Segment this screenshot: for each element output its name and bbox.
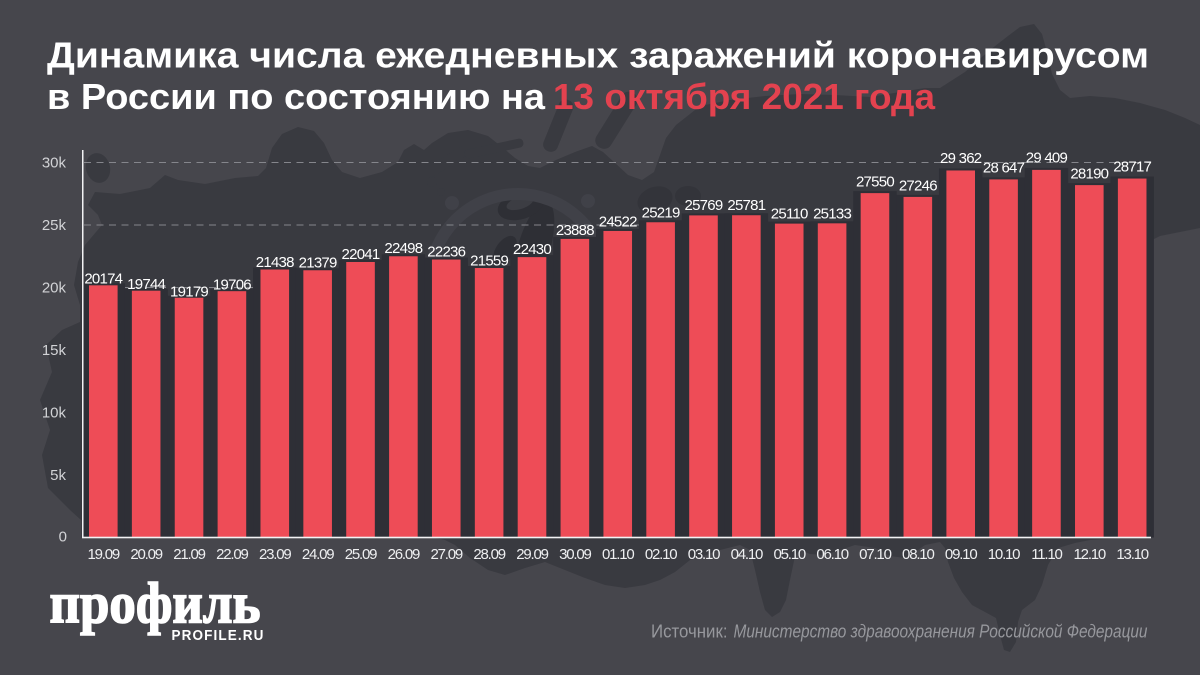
svg-text:20174: 20174 [84, 271, 122, 288]
svg-text:11.10: 11.10 [1031, 546, 1062, 563]
svg-text:04.10: 04.10 [731, 546, 763, 563]
svg-text:28190: 28190 [1070, 165, 1108, 182]
svg-text:25781: 25781 [727, 197, 765, 214]
svg-text:25110: 25110 [771, 206, 808, 223]
svg-text:27.09: 27.09 [430, 546, 462, 563]
svg-text:29 409: 29 409 [1026, 149, 1068, 166]
svg-text:24522: 24522 [599, 213, 637, 230]
svg-text:20.09: 20.09 [130, 546, 162, 563]
svg-text:19706: 19706 [213, 277, 251, 294]
svg-text:25219: 25219 [642, 204, 680, 221]
svg-text:19.09: 19.09 [88, 546, 120, 563]
svg-text:03.10: 03.10 [688, 546, 720, 563]
svg-text:28717: 28717 [1113, 158, 1151, 175]
svg-text:01.10: 01.10 [602, 546, 634, 563]
svg-text:Источник:: Источник: [651, 621, 728, 642]
svg-text:28 647: 28 647 [983, 159, 1025, 176]
svg-text:02.10: 02.10 [645, 546, 677, 563]
svg-text:21.09: 21.09 [173, 546, 205, 563]
svg-text:29 362: 29 362 [940, 150, 982, 167]
svg-text:22236: 22236 [427, 243, 465, 260]
svg-text:15k: 15k [42, 342, 67, 359]
svg-text:29.09: 29.09 [516, 546, 548, 563]
svg-text:08.10: 08.10 [902, 546, 934, 563]
svg-text:0: 0 [59, 529, 67, 546]
svg-text:21379: 21379 [299, 255, 337, 272]
svg-text:27550: 27550 [856, 174, 894, 191]
svg-text:5k: 5k [50, 467, 66, 484]
svg-text:05.10: 05.10 [773, 546, 805, 563]
svg-text:26.09: 26.09 [388, 546, 420, 563]
svg-text:в России по состоянию на: в России по состоянию на [47, 76, 546, 117]
svg-text:23888: 23888 [556, 222, 594, 239]
svg-text:09.10: 09.10 [945, 546, 977, 563]
svg-text:23.09: 23.09 [259, 546, 291, 563]
svg-text:21438: 21438 [256, 254, 294, 271]
svg-text:27246: 27246 [899, 178, 937, 195]
svg-text:07.10: 07.10 [859, 546, 891, 563]
svg-text:13 октября 2021 года: 13 октября 2021 года [553, 76, 936, 117]
svg-text:28.09: 28.09 [473, 546, 505, 563]
svg-text:22430: 22430 [513, 241, 551, 258]
svg-text:13.10: 13.10 [1116, 546, 1148, 563]
svg-text:25k: 25k [42, 217, 67, 234]
svg-text:12.10: 12.10 [1074, 546, 1106, 563]
svg-text:06.10: 06.10 [816, 546, 848, 563]
svg-text:24.09: 24.09 [302, 546, 334, 563]
svg-text:25.09: 25.09 [345, 546, 377, 563]
svg-text:Динамика числа ежедневных зара: Динамика числа ежедневных заражений коро… [47, 35, 1149, 76]
svg-text:25769: 25769 [684, 197, 722, 214]
svg-text:22.09: 22.09 [216, 546, 248, 563]
svg-text:30.09: 30.09 [559, 546, 591, 563]
svg-text:25133: 25133 [813, 205, 851, 222]
svg-text:21559: 21559 [470, 252, 508, 269]
svg-text:19179: 19179 [170, 284, 208, 301]
svg-text:PROFILE.RU: PROFILE.RU [172, 628, 265, 644]
svg-text:профиль: профиль [50, 571, 261, 636]
svg-text:10.10: 10.10 [988, 546, 1020, 563]
svg-text:30k: 30k [42, 155, 67, 172]
svg-text:19744: 19744 [127, 276, 165, 293]
svg-text:10k: 10k [42, 405, 67, 422]
svg-text:22498: 22498 [384, 240, 422, 257]
svg-text:20k: 20k [42, 280, 67, 297]
svg-text:22041: 22041 [342, 246, 380, 263]
svg-text:Министерство здравоохранения Р: Министерство здравоохранения Российской … [734, 621, 1148, 642]
